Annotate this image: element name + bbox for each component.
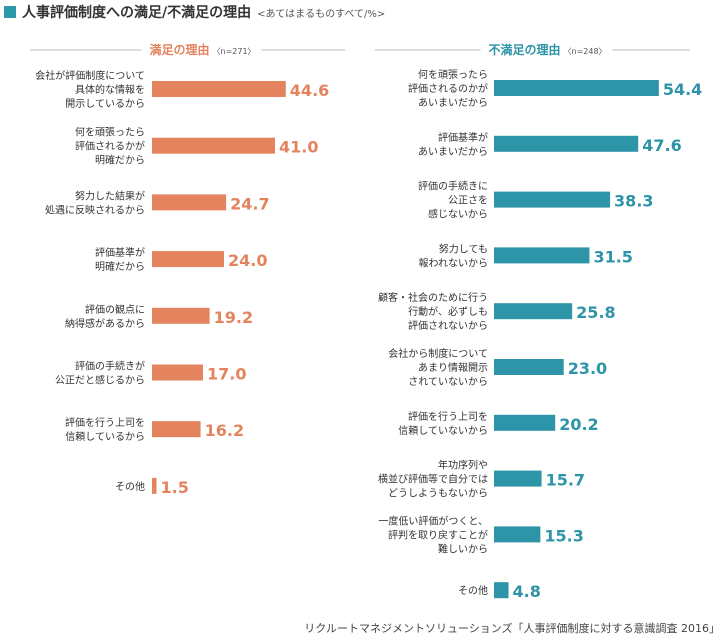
dissatisfied-category-label: 評価されるのかが xyxy=(408,82,488,95)
satisfied-category-label: 信頼しているから xyxy=(65,431,145,443)
dissatisfied-category-label: あいまいだから xyxy=(418,97,488,109)
dissatisfied-category-label: 評価を行う上司を xyxy=(408,410,488,423)
dissatisfied-category-label: 一度低い評価がつくと、 xyxy=(378,514,488,527)
satisfied-category-label: 評価の手続きが xyxy=(75,360,145,373)
dissatisfied-panel-title: 不満足の理由 xyxy=(488,42,560,57)
source-note: リクルートマネジメントソリューションズ「人事評価制度に対する意識調査 2016」 xyxy=(304,622,720,635)
dissatisfied-value-label: 25.8 xyxy=(576,303,615,322)
satisfied-value-label: 19.2 xyxy=(214,308,253,327)
satisfied-category-label: 明確だから xyxy=(95,154,145,167)
dissatisfied-category-label: 報われないから xyxy=(419,257,489,269)
satisfied-sample-size: 〈n=271〉 xyxy=(213,47,256,56)
satisfied-bar xyxy=(152,307,210,324)
dissatisfied-bar xyxy=(494,470,542,487)
dissatisfied-value-label: 4.8 xyxy=(513,582,541,601)
satisfied-bar xyxy=(152,421,201,438)
dissatisfied-value-label: 23.0 xyxy=(568,359,607,378)
dissatisfied-bar xyxy=(494,303,573,320)
satisfied-bar xyxy=(152,137,275,154)
dissatisfied-bar xyxy=(494,414,556,431)
dissatisfied-category-label: 評価されないから xyxy=(408,319,488,332)
dissatisfied-category-label: その他 xyxy=(458,584,488,597)
satisfied-value-label: 1.5 xyxy=(161,478,189,497)
dissatisfied-category-label: 難しいから xyxy=(438,542,488,555)
dissatisfied-category-label: あまり情報開示 xyxy=(418,361,488,374)
dissatisfied-category-label: 年功序列や xyxy=(438,459,488,472)
dissatisfied-category-label: 評価の手続きに xyxy=(418,180,488,193)
dissatisfied-bar xyxy=(494,359,564,375)
satisfied-category-label: その他 xyxy=(115,480,145,493)
dissatisfied-category-label: 公正さを xyxy=(448,195,488,207)
satisfied-value-label: 41.0 xyxy=(279,138,318,157)
dissatisfied-category-label: 感じないから xyxy=(428,208,488,221)
chart-subtitle: <あてはまるものすべて/%> xyxy=(257,8,386,20)
satisfied-category-label: 評価基準が xyxy=(95,246,145,259)
dissatisfied-category-label: 会社から制度について xyxy=(388,347,488,360)
dissatisfied-bar xyxy=(494,135,639,152)
satisfied-bar xyxy=(152,194,227,211)
dissatisfied-value-label: 47.6 xyxy=(642,136,681,155)
dissatisfied-category-label: 評判を取り戻すことが xyxy=(388,528,488,541)
satisfied-category-label: 公正だと感じるから xyxy=(55,374,145,387)
dissatisfied-value-label: 38.3 xyxy=(614,192,653,211)
satisfied-bar xyxy=(152,477,157,494)
satisfied-value-label: 17.0 xyxy=(207,365,246,384)
dissatisfied-bar xyxy=(494,191,611,208)
dissatisfied-category-label: 何を頑張ったら xyxy=(418,68,488,81)
satisfied-category-label: 評価されるかが xyxy=(75,140,145,153)
title-square-icon xyxy=(4,6,16,18)
dissatisfied-value-label: 20.2 xyxy=(559,415,598,434)
satisfied-category-label: 評価の観点に xyxy=(85,303,145,316)
satisfied-category-label: 何を頑張ったら xyxy=(75,126,145,139)
dissatisfied-value-label: 15.3 xyxy=(544,526,583,545)
satisfied-value-label: 16.2 xyxy=(205,421,244,440)
dissatisfied-category-label: 評価基準が xyxy=(438,131,488,144)
dissatisfied-bar xyxy=(494,526,541,543)
dissatisfied-category-label: 行動が、必ずしも xyxy=(408,305,488,318)
dissatisfied-category-label: 努力しても xyxy=(439,242,488,255)
dissatisfied-category-label: 信頼していないから xyxy=(398,425,488,437)
satisfied-category-label: 会社が評価制度について xyxy=(35,69,145,82)
satisfied-bar xyxy=(152,251,224,268)
satisfied-category-label: 評価を行う上司を xyxy=(65,416,145,429)
satisfied-category-label: 納得感があるから xyxy=(65,317,145,330)
satisfied-category-label: 明確だから xyxy=(95,260,145,273)
title-row: 人事評価制度への満足/不満足の理由 <あてはまるものすべて/%> xyxy=(4,2,385,22)
satisfied-category-label: 具体的な情報を xyxy=(75,83,145,96)
dissatisfied-category-label: 横並び評価等で自分では xyxy=(378,473,488,486)
dissatisfied-bar xyxy=(494,80,659,96)
dissatisfied-category-label: あいまいだから xyxy=(418,146,488,158)
satisfied-value-label: 44.6 xyxy=(290,81,329,100)
dissatisfied-value-label: 15.7 xyxy=(546,471,585,490)
dissatisfied-sample-size: 〈n=248〉 xyxy=(564,47,607,56)
dissatisfied-value-label: 31.5 xyxy=(593,247,632,266)
chart-title: 人事評価制度への満足/不満足の理由 xyxy=(22,5,252,21)
satisfied-panel-title: 満足の理由 xyxy=(149,42,209,57)
satisfied-value-label: 24.7 xyxy=(230,194,269,213)
dissatisfied-bar xyxy=(494,247,590,264)
satisfied-category-label: 処遇に反映されるから xyxy=(45,203,145,216)
dissatisfied-category-label: 顧客・社会のために行う xyxy=(378,291,488,304)
satisfied-category-label: 開示しているから xyxy=(65,98,145,110)
dissatisfied-value-label: 54.4 xyxy=(663,80,702,99)
satisfied-bar xyxy=(152,364,203,381)
dissatisfied-category-label: されていないから xyxy=(408,376,488,388)
satisfied-bar xyxy=(152,81,286,97)
satisfied-category-label: 努力した結果が xyxy=(75,189,145,202)
satisfied-value-label: 24.0 xyxy=(228,251,267,270)
dissatisfied-bar xyxy=(494,582,509,599)
dissatisfied-category-label: どうしようもないから xyxy=(388,488,488,500)
